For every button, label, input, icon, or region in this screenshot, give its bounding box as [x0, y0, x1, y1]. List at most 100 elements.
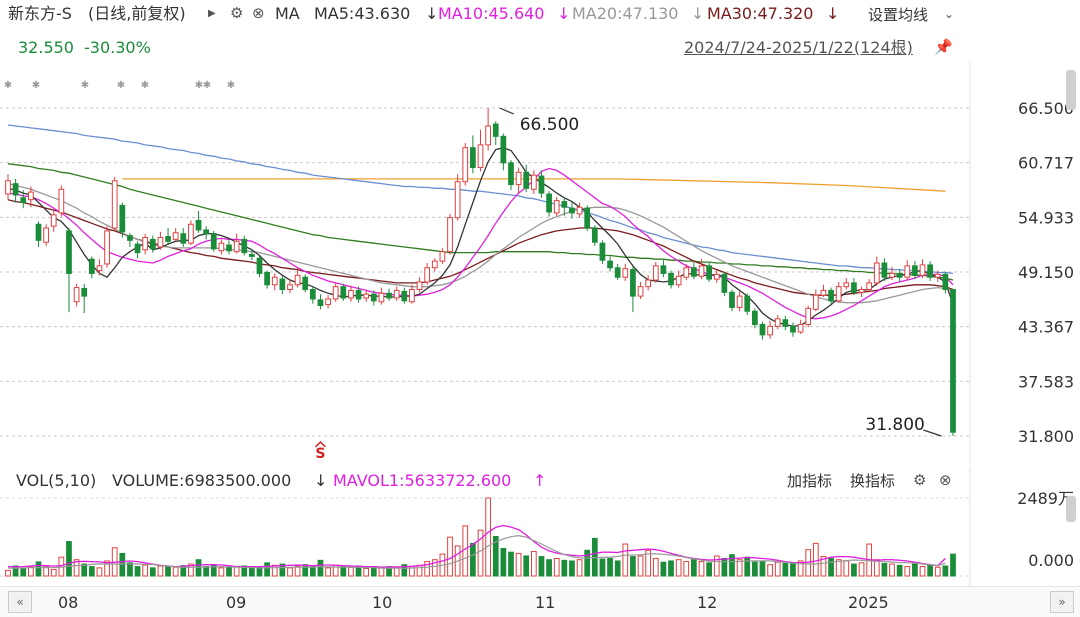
- volume-bar: [843, 560, 850, 577]
- candle-body: [790, 325, 796, 333]
- event-marker-icon: ✱: [32, 80, 40, 91]
- y-tick-label: 66.500: [1018, 99, 1074, 118]
- volume-bar: [820, 556, 827, 577]
- volume-bar: [881, 562, 888, 577]
- pin-icon[interactable]: 📌: [934, 38, 953, 56]
- candle-body: [485, 125, 491, 146]
- close-icon[interactable]: ⊗: [939, 471, 952, 489]
- volume-bar: [698, 561, 705, 577]
- gear-icon[interactable]: ⚙: [230, 4, 244, 22]
- volume-bar: [767, 564, 773, 577]
- scroll-left-button[interactable]: «: [8, 591, 32, 613]
- volume-bar: [530, 551, 537, 577]
- signal-marker: S: [315, 446, 325, 462]
- switch-indicator-button[interactable]: 换指标: [850, 472, 896, 490]
- volume-bar: [477, 529, 484, 577]
- date-range[interactable]: 2024/7/24-2025/1/22(124根): [684, 38, 913, 57]
- high-annotation: 66.500: [520, 115, 579, 135]
- candle-body: [591, 227, 598, 243]
- candle-body: [668, 272, 674, 286]
- volume-bar: [660, 561, 667, 577]
- add-indicator-button[interactable]: 加指标: [787, 472, 833, 490]
- candle-body: [111, 180, 118, 229]
- volume-bar: [416, 564, 423, 577]
- volume-bar: [523, 555, 530, 577]
- candle-body: [249, 254, 255, 257]
- volume-bar: [66, 541, 72, 577]
- candle-body: [934, 273, 941, 278]
- candle-body: [50, 214, 57, 227]
- volume-bar: [630, 556, 636, 577]
- y-tick-label: 37.583: [1018, 372, 1074, 391]
- candle-body: [767, 325, 773, 336]
- ma60-line: [7, 163, 954, 281]
- volume-tick-label: 2489万: [1017, 489, 1074, 508]
- candle-body: [210, 233, 217, 250]
- volume-bar: [713, 555, 720, 577]
- candlestick-chart[interactable]: 66.500 60.717 54.933 49.150 43.367 37.583 31.8…: [0, 62, 1080, 464]
- volume-chart[interactable]: 2489万 0.000: [0, 466, 1080, 586]
- volume-bar: [287, 567, 293, 577]
- candle-body: [477, 144, 484, 169]
- candle-body: [195, 219, 202, 231]
- candle-body: [302, 276, 309, 290]
- volume-bar: [5, 569, 11, 577]
- candle-body: [96, 265, 103, 272]
- candle-body: [218, 242, 225, 252]
- volume-bar: [889, 563, 895, 577]
- volume-bar: [919, 566, 926, 577]
- adjust-mode[interactable]: (日线,前复权): [88, 4, 186, 23]
- volume-bar: [88, 566, 95, 577]
- volume-bar: [12, 565, 19, 577]
- candle-body: [759, 323, 766, 336]
- volume-bar: [73, 559, 80, 577]
- candle-body: [12, 183, 19, 196]
- volume-bar: [546, 559, 552, 577]
- volume-bar: [302, 564, 309, 577]
- candle-body: [149, 238, 156, 250]
- volume-bar: [607, 557, 613, 577]
- candle-body: [515, 171, 522, 186]
- signal-marker-arrow-icon: [314, 440, 326, 448]
- stock-title: 新东方-S: [8, 4, 72, 23]
- volume-bar: [294, 565, 301, 577]
- event-marker-icon: ✱: [117, 80, 125, 91]
- volume-bar: [127, 562, 133, 577]
- volume-bar: [20, 567, 27, 577]
- volume-bar: [942, 565, 949, 577]
- ma-settings-button[interactable]: 设置均线: [868, 6, 929, 24]
- x-axis[interactable]: « 08 09 10 11 12 2025 »: [0, 586, 1080, 617]
- chevron-down-icon[interactable]: ⌄: [944, 7, 955, 21]
- volume-bar: [515, 552, 522, 577]
- volume-bar: [340, 566, 347, 577]
- event-marker-icon: ✱: [4, 80, 12, 91]
- candle-body: [835, 286, 842, 302]
- expand-arrow-icon[interactable]: ▶: [208, 8, 216, 19]
- candle-body: [264, 271, 270, 286]
- candle-body: [782, 319, 789, 327]
- scroll-right-button[interactable]: »: [1050, 591, 1074, 613]
- candle-body: [912, 265, 918, 276]
- candle-body: [538, 175, 545, 194]
- volume-bar: [500, 547, 507, 577]
- volume-bar: [652, 557, 659, 577]
- ma120-line: [7, 124, 954, 275]
- volume-bar: [576, 559, 583, 577]
- gear-icon[interactable]: ⚙: [913, 471, 927, 489]
- candle-body: [889, 272, 895, 278]
- candle-body: [721, 273, 728, 293]
- candle-body: [188, 223, 194, 244]
- candle-body: [127, 235, 133, 241]
- current-price: 32.550: [18, 38, 74, 57]
- volume-bar: [188, 563, 194, 577]
- close-icon[interactable]: ⊗: [252, 4, 265, 22]
- volume-bar: [378, 567, 385, 577]
- candle-body: [645, 279, 652, 288]
- candle-body: [470, 147, 476, 169]
- candle-body: [919, 264, 926, 276]
- volume-bar: [233, 566, 240, 577]
- annotation-arrow: [499, 107, 514, 115]
- candle-body: [873, 262, 880, 284]
- volume-bar: [835, 559, 842, 577]
- candle-body: [546, 193, 552, 213]
